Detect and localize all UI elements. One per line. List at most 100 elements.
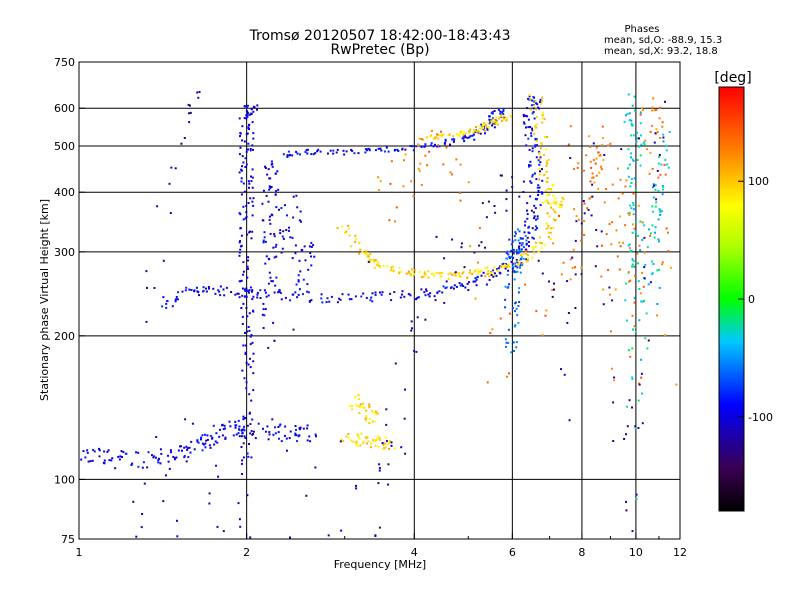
data-point	[526, 107, 529, 110]
data-point	[169, 449, 172, 452]
data-point	[208, 492, 211, 495]
data-point	[378, 438, 381, 441]
data-point	[273, 291, 276, 294]
data-point	[119, 455, 122, 458]
data-point	[270, 160, 273, 163]
data-point	[519, 254, 522, 257]
data-point	[409, 294, 412, 297]
data-point	[540, 247, 543, 249]
data-point	[269, 222, 272, 225]
data-point	[553, 282, 555, 285]
data-point	[341, 293, 344, 296]
data-point	[369, 253, 372, 255]
data-point	[238, 428, 241, 431]
data-point	[201, 449, 204, 452]
data-point	[598, 171, 601, 174]
data-point	[141, 513, 144, 515]
data-point	[274, 432, 277, 435]
data-point	[196, 91, 199, 94]
data-point	[627, 167, 629, 170]
data-point	[517, 291, 520, 294]
data-point	[354, 240, 356, 243]
data-point	[117, 455, 120, 458]
data-point	[458, 274, 461, 276]
data-point	[176, 535, 179, 538]
data-point	[221, 434, 224, 437]
data-point	[363, 407, 366, 410]
data-point	[517, 261, 520, 264]
data-point	[521, 242, 524, 245]
data-point	[143, 482, 146, 485]
data-point	[545, 148, 548, 151]
data-point	[536, 144, 538, 147]
data-point	[541, 111, 544, 114]
data-point	[635, 231, 637, 234]
data-point	[386, 265, 389, 268]
data-point	[480, 241, 483, 244]
data-point	[242, 302, 245, 305]
data-point	[618, 268, 621, 271]
data-point	[628, 243, 631, 246]
data-point	[403, 159, 405, 162]
data-point	[407, 293, 410, 296]
data-point	[342, 440, 345, 443]
data-point	[631, 378, 634, 381]
data-point	[508, 372, 510, 375]
data-point	[518, 195, 521, 198]
data-point	[436, 133, 438, 136]
data-point	[605, 233, 608, 236]
data-point	[608, 223, 611, 225]
data-point	[382, 447, 385, 450]
data-point	[520, 258, 522, 261]
data-point	[374, 293, 377, 296]
data-point	[238, 117, 241, 120]
data-point	[530, 135, 533, 137]
data-point	[371, 292, 374, 295]
data-point	[228, 420, 231, 423]
data-point	[434, 299, 437, 302]
data-point	[180, 445, 182, 448]
data-point	[388, 219, 391, 222]
data-point	[292, 216, 295, 219]
data-point	[216, 441, 219, 444]
data-point	[314, 433, 317, 436]
data-point	[587, 208, 590, 211]
data-point	[373, 260, 376, 263]
data-point	[476, 268, 479, 271]
data-point	[545, 222, 548, 225]
data-point	[553, 219, 556, 222]
data-point	[493, 119, 496, 122]
data-point	[630, 177, 633, 180]
data-point	[275, 243, 278, 246]
data-point	[268, 431, 271, 433]
data-point	[375, 259, 378, 262]
data-point	[146, 286, 148, 289]
data-point	[277, 431, 280, 434]
data-point	[208, 502, 211, 505]
data-point	[221, 424, 223, 427]
data-point	[615, 229, 618, 232]
data-point	[418, 137, 421, 140]
data-point	[336, 301, 339, 304]
data-point	[468, 136, 471, 139]
data-point	[482, 126, 484, 129]
data-point	[657, 176, 660, 179]
data-point	[249, 536, 252, 539]
data-point	[266, 173, 269, 176]
data-point	[491, 111, 494, 113]
data-point	[637, 262, 639, 265]
data-point	[242, 161, 245, 164]
data-point	[204, 442, 207, 445]
data-point	[505, 257, 508, 260]
data-point	[367, 440, 370, 443]
data-point	[433, 137, 436, 140]
data-point	[560, 368, 562, 371]
data-point	[271, 418, 274, 421]
data-point	[366, 436, 369, 439]
data-point	[458, 192, 461, 194]
data-point	[563, 373, 566, 376]
data-point	[267, 438, 270, 441]
data-point	[286, 449, 288, 452]
data-point	[289, 153, 291, 156]
data-point	[454, 271, 457, 274]
